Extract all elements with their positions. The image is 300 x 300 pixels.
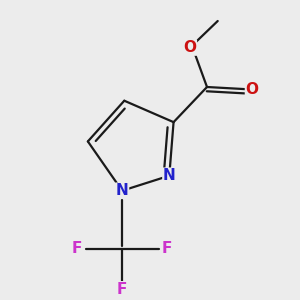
Text: O: O [245, 82, 259, 97]
Text: N: N [116, 183, 128, 198]
Text: F: F [162, 241, 172, 256]
Text: N: N [163, 168, 176, 183]
Text: F: F [72, 241, 82, 256]
Text: O: O [183, 40, 196, 55]
Text: F: F [117, 282, 127, 297]
